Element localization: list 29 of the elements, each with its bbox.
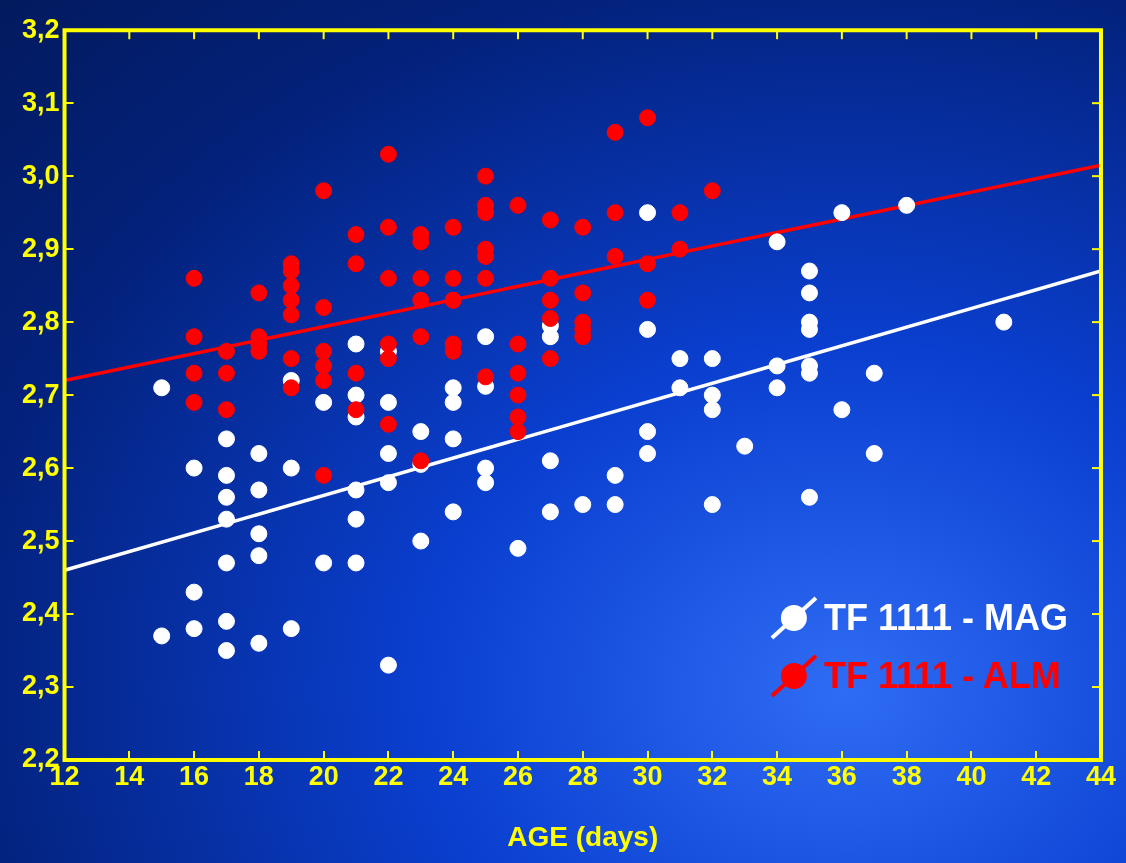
x-tick-label: 20	[308, 760, 339, 791]
x-tick-label: 32	[697, 760, 728, 791]
y-tick-label: 2,3	[21, 670, 60, 701]
x-tick-label: 28	[567, 760, 598, 791]
x-tick-label: 30	[632, 760, 663, 791]
x-tick-label: 14	[114, 760, 145, 791]
x-axis-title: AGE (days)	[507, 820, 659, 852]
y-tick-label: 3,1	[21, 86, 60, 117]
y-tick-label: 3,0	[21, 159, 60, 190]
x-tick-label: 24	[438, 760, 469, 791]
y-tick-label: 2,8	[21, 305, 60, 336]
x-tick-label: 42	[1021, 760, 1052, 791]
y-tick-label: 2,4	[21, 597, 60, 628]
legend-label: TF 1111 - MAG	[823, 596, 1068, 638]
x-tick-label: 34	[762, 760, 793, 791]
y-tick-label: 2,6	[21, 451, 60, 482]
x-tick-label: 44	[1085, 760, 1117, 791]
x-tick-label: 22	[373, 760, 404, 791]
x-tick-label: 26	[502, 760, 533, 791]
x-tick-label: 18	[243, 760, 274, 791]
x-tick-label: 16	[179, 760, 210, 791]
y-tick-label: 3,2	[21, 13, 60, 44]
y-tick-label: 2,5	[21, 524, 60, 555]
x-tick-label: 36	[826, 760, 857, 791]
y-tick-label: 2,7	[21, 378, 60, 409]
legend-label: TF 1111 - ALM	[823, 654, 1061, 696]
x-tick-label: 38	[891, 760, 922, 791]
y-tick-label: 2,9	[21, 232, 60, 263]
x-tick-label: 40	[956, 760, 987, 791]
